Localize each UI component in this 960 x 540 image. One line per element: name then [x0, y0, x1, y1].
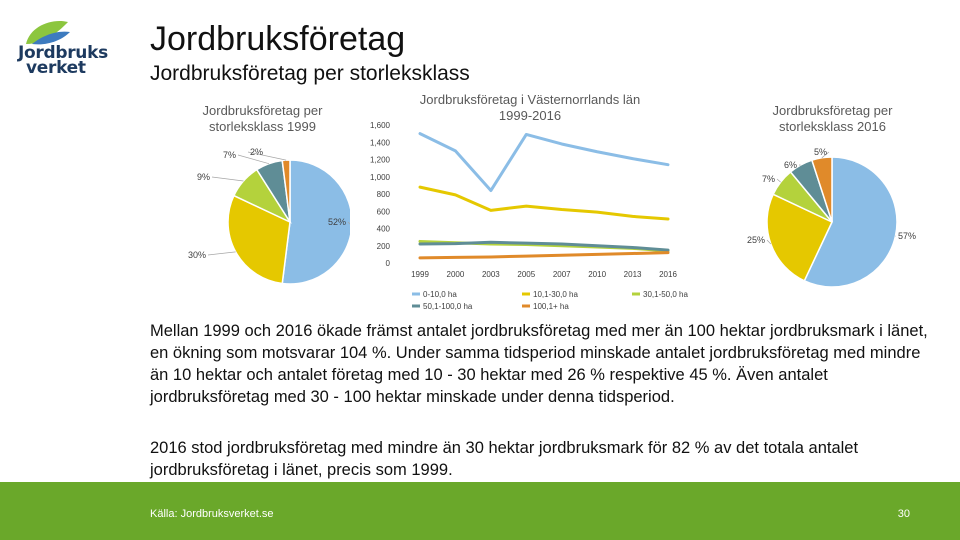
- pie-2016-label-2: 7%: [762, 174, 775, 184]
- line-chart-title: Jordbruksföretag i Västernorrlands län 1…: [419, 92, 641, 123]
- x-tick-label: 2000: [447, 270, 465, 279]
- logo-line2: verket: [26, 58, 86, 78]
- x-tick-label: 2003: [482, 270, 500, 279]
- pie-2016-leader-4: [821, 151, 830, 159]
- x-tick-label: 1999: [411, 270, 429, 279]
- y-tick-label: 800: [377, 190, 391, 199]
- pie-1999-leader-1: [207, 251, 236, 256]
- pie-1999-leader-4: [247, 151, 287, 161]
- pie-1999-slice-0: [281, 159, 350, 285]
- y-tick-label: 600: [377, 207, 391, 216]
- series-line-4: [418, 251, 670, 260]
- logo-line1: Jordbruks: [18, 43, 108, 63]
- x-tick-label: 2016: [659, 270, 677, 279]
- series-line-1: [418, 185, 670, 221]
- y-tick-label: 200: [377, 242, 391, 251]
- source-text: Källa: Jordbruksverket.se: [150, 508, 274, 520]
- legend-label-4: 100,1+ ha: [533, 302, 569, 311]
- legend-label-2: 30,1-50,0 ha: [643, 290, 688, 299]
- legend-label-1: 10,1-30,0 ha: [533, 290, 578, 299]
- page-subtitle: Jordbruksföretag per storleksklass: [150, 62, 470, 85]
- pie-chart-1999: 52% 30% 9% 7% 2%: [188, 147, 350, 285]
- page-title: Jordbruksföretag: [150, 20, 406, 58]
- x-tick-label: 2005: [517, 270, 535, 279]
- pie-chart-2016: 57% 25% 7% 6% 5%: [747, 147, 916, 288]
- pie-2016-label-0: 57%: [898, 231, 916, 241]
- pie-2016-label-1: 25%: [747, 235, 765, 245]
- jordbruksverket-logo: [12, 14, 108, 84]
- body-paragraph-2: 2016 stod jordbruksföretag med mindre än…: [150, 439, 859, 479]
- logo-leaf-icon: [26, 20, 70, 45]
- pie-1999-label-3: 7%: [223, 150, 236, 160]
- y-tick-label: 0: [386, 259, 391, 268]
- logo-text: Jordbruks verket: [18, 43, 108, 78]
- pie-2016-leader-1: [766, 239, 772, 245]
- line-chart: 0 200 400 600 800 1,000 1,200 1,400 1,600 1999 200…: [370, 121, 689, 311]
- pie-2016-leader-2: [776, 178, 781, 183]
- pie-2016-label-3: 6%: [784, 160, 797, 170]
- series-line-3: [418, 240, 670, 252]
- body-paragraph-1: Mellan 1999 och 2016 ökade främst antale…: [150, 322, 928, 406]
- pie-1999-label-2: 9%: [197, 172, 210, 182]
- y-tick-label: 1,200: [370, 156, 391, 165]
- y-tick-label: 1,000: [370, 173, 391, 182]
- legend-label-0: 0-10,0 ha: [423, 290, 457, 299]
- pie-1999-leader-0: [347, 221, 350, 225]
- series-line-0: [418, 132, 670, 193]
- pie-1999-leader-3: [237, 154, 270, 165]
- y-tick-label: 1,400: [370, 138, 391, 147]
- page-number: 30: [897, 508, 910, 520]
- legend-label-3: 50,1-100,0 ha: [423, 302, 473, 311]
- y-tick-label: 400: [377, 225, 391, 234]
- pie-2016-slice-0: [803, 156, 898, 288]
- pie-1999-label-1: 30%: [188, 250, 206, 260]
- x-tick-label: 2010: [588, 270, 606, 279]
- x-tick-label: 2013: [624, 270, 642, 279]
- x-tick-label: 2007: [553, 270, 571, 279]
- pie-2016-label-4: 5%: [814, 147, 827, 157]
- y-tick-label: 1,600: [370, 121, 391, 130]
- pie-1999-title: Jordbruksföretag per storleksklass 1999: [202, 103, 323, 134]
- pie-2016-title: Jordbruksföretag per storleksklass 2016: [772, 103, 893, 134]
- pie-1999-leader-2: [211, 176, 244, 182]
- pie-1999-label-4: 2%: [250, 147, 263, 157]
- pie-1999-label-0: 52%: [328, 217, 346, 227]
- footer-bar: [0, 482, 960, 540]
